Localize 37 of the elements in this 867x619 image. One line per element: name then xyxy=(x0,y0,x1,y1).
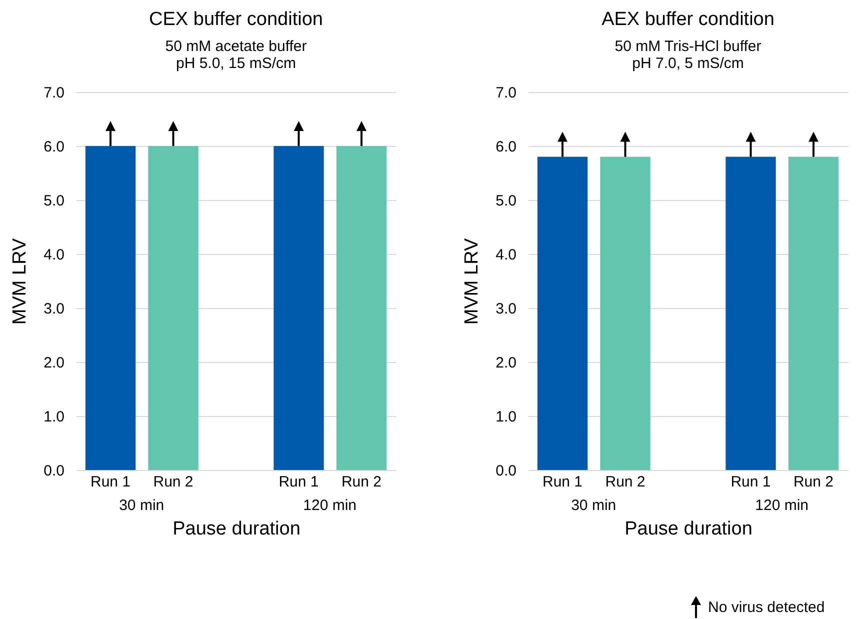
chart-subtitle: 50 mM Tris-HCl buffer pH 7.0, 5 mS/cm xyxy=(614,38,762,72)
y-tick-label: 1.0 xyxy=(44,408,64,426)
text: 30 min xyxy=(571,497,616,514)
y-tick-label: 0.0 xyxy=(44,462,64,480)
x-tick-label: Run 1 xyxy=(278,474,319,490)
y-axis-title: MVM LRV xyxy=(462,238,483,325)
chart-title: AEX buffer condition xyxy=(602,9,774,30)
y-tick-label: 7.0 xyxy=(496,84,516,102)
y-tick-label: 3.0 xyxy=(44,300,64,318)
y-tick-label: 4.0 xyxy=(44,246,64,264)
y-tick-label: 5.0 xyxy=(496,192,516,210)
text: No virus detected xyxy=(708,598,825,616)
y-tick-label: 3.0 xyxy=(496,300,516,318)
x-tick-label: Run 1 xyxy=(542,474,583,490)
y-tick-label: 6.0 xyxy=(44,138,64,156)
chart-title: CEX buffer condition xyxy=(149,9,323,30)
x-axis-title: Pause duration xyxy=(624,518,752,540)
y-tick-label: 1.0 xyxy=(496,408,516,426)
x-tick-label: Run 1 xyxy=(90,474,131,490)
x-axis-title: Pause duration xyxy=(172,518,300,540)
y-tick-label: 2.0 xyxy=(496,354,516,372)
y-tick-label: 0.0 xyxy=(496,462,516,480)
y-axis-title: MVM LRV xyxy=(10,238,31,325)
x-tick-label: Run 2 xyxy=(341,474,382,490)
x-tick-label: Run 2 xyxy=(153,474,194,490)
x-tick-label: Run 1 xyxy=(730,474,771,490)
y-tick-label: 5.0 xyxy=(44,192,64,210)
x-tick-label: Run 2 xyxy=(605,474,646,490)
text: 120 min xyxy=(755,497,809,514)
y-tick-label: 6.0 xyxy=(496,138,516,156)
text: 120 min xyxy=(303,497,357,514)
chart-subtitle: 50 mM acetate buffer pH 5.0, 15 mS/cm xyxy=(165,38,307,72)
y-tick-label: 4.0 xyxy=(496,246,516,264)
x-tick-label: Run 2 xyxy=(793,474,834,490)
y-tick-label: 2.0 xyxy=(44,354,64,372)
y-tick-label: 7.0 xyxy=(44,84,64,102)
text: 30 min xyxy=(119,497,164,514)
